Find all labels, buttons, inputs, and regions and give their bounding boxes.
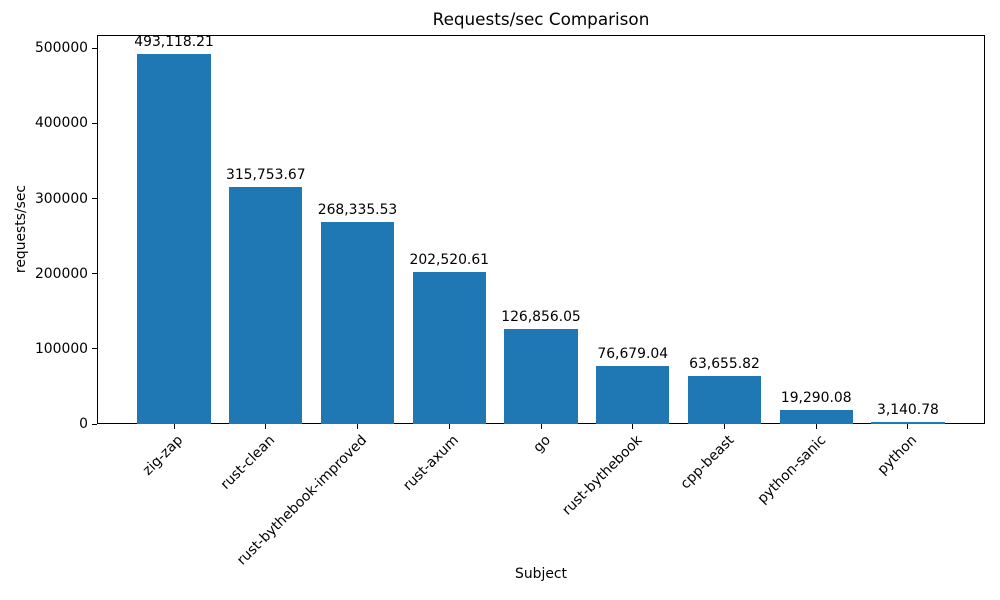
x-tick-label-cpp-beast: cpp-beast [677,432,738,493]
x-tick-mark [357,424,359,429]
y-tick-mark [92,122,97,124]
plot-area: 493,118.21 315,753.67 268,335.53 202,520.61… [97,33,985,424]
bar-value-label: 268,335.53 [317,202,398,219]
y-tick-mark [92,47,97,49]
bar-value-label: 493,118.21 [134,33,214,50]
y-axis-label: requests/sec [13,184,29,274]
x-tick-label-zig-zap: zig-zap [140,432,187,479]
y-tick-label: 200000 [34,265,88,282]
x-tick-mark [723,424,725,429]
bar-value-label: 19,290.08 [780,389,852,406]
bar-value-label: 76,679.04 [597,346,669,363]
bar-value-label: 3,140.78 [877,401,939,418]
bar-value-label: 202,520.61 [409,251,490,268]
y-tick-label: 500000 [34,40,88,57]
chart-title: Requests/sec Comparison [432,9,650,29]
x-tick-label-go: go [530,432,554,456]
bar-value-label: 126,856.05 [501,308,581,325]
bar-value-label: 63,655.82 [689,356,760,373]
y-tick-label: 100000 [34,340,88,357]
bar-go [504,328,578,424]
x-tick-mark [907,424,909,429]
x-tick-label-rust-bythebook: rust-bythebook [559,432,646,519]
y-tick-mark [92,198,97,200]
y-tick-mark [92,348,97,350]
x-tick-mark [540,424,542,429]
bar-rust-clean [229,186,303,424]
x-tick-mark [632,424,634,429]
bar-zig-zap [137,53,211,424]
y-tick-mark [92,273,97,275]
y-tick-label: 400000 [34,115,88,132]
bar-rust-bythebook [596,366,670,424]
y-tick-mark [92,423,97,425]
x-tick-mark [815,424,817,429]
bar-cpp-beast [687,376,762,424]
y-tick-label: 0 [79,416,88,432]
x-tick-label-rust-axum: rust-axum [400,432,462,495]
y-tick-label: 300000 [34,190,88,207]
bar-value-label: 315,753.67 [226,166,306,183]
bar-rust-bythebook-improved [320,222,395,424]
x-tick-label-rust-clean: rust-clean [217,432,279,493]
bar-python-sanic [779,409,853,424]
x-tick-label-python: python [874,432,921,478]
x-axis-label: Subject [515,566,567,582]
x-tick-mark [265,424,267,429]
bar-rust-axum [412,271,486,424]
x-tick-mark [448,424,450,429]
bar-python [871,421,945,424]
x-tick-label-python-sanic: python-sanic [754,432,829,508]
x-tick-mark [173,424,175,429]
